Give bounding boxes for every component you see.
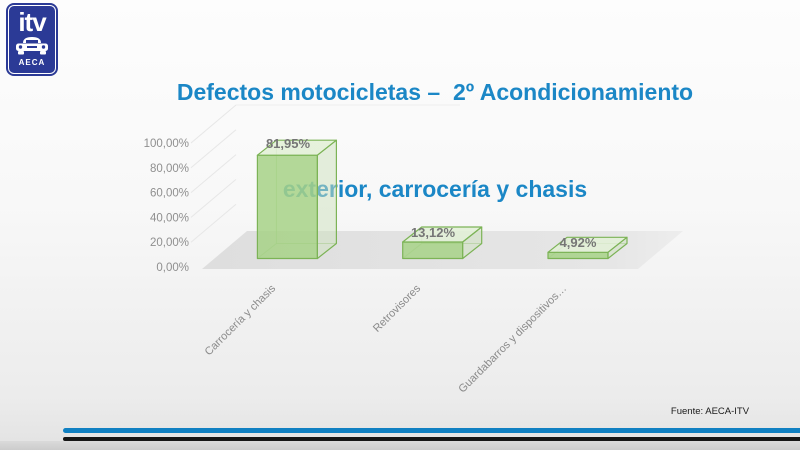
source-note: Fuente: AECA-ITV (670, 406, 750, 417)
logo-frame: itv AECA (8, 5, 56, 74)
bar-front-face (256, 154, 318, 260)
page-title: Defectos motocicletas – 2º Acondicionami… (90, 12, 780, 270)
category-label-carroceria: Carrocería y chasis (203, 282, 279, 358)
y-tick-60: 60,00% (150, 188, 189, 200)
y-tick-0: 0,00% (156, 262, 189, 274)
title-line-1: Defectos motocicletas – 2º Acondicionami… (176, 79, 694, 106)
bar-front-face (402, 241, 464, 260)
bar-side-face (607, 236, 628, 260)
bar-side-face (462, 226, 483, 260)
value-label-retrovisores: 13,12% (411, 225, 456, 240)
bar-guardabarros (547, 236, 628, 260)
car-icon (16, 37, 48, 55)
bar-carroceria-y-chasis (256, 139, 337, 260)
bar-retrovisores (402, 226, 483, 260)
y-tick-100: 100,00% (144, 138, 189, 150)
value-labels: 81,95% 13,12% 4,92% (266, 136, 597, 250)
y-tick-20: 20,00% (150, 237, 189, 249)
bar-front-face (547, 251, 609, 260)
value-label-carroceria: 81,95% (266, 136, 311, 151)
value-label-guardabarros: 4,92% (560, 235, 597, 250)
wall-gridlines (190, 104, 460, 243)
accent-stripe-black (63, 437, 800, 441)
logo-brand-text: itv (18, 7, 46, 37)
bottom-band (0, 441, 800, 450)
logo-org-text: AECA (18, 58, 46, 67)
accent-stripe-blue (63, 428, 800, 433)
x-axis: Carrocería y chasis Retrovisores Guardab… (203, 282, 569, 395)
itv-aeca-logo: itv AECA (6, 3, 58, 76)
category-label-guardabarros: Guardabarros y dispositivos… (456, 283, 569, 396)
y-tick-40: 40,00% (150, 212, 189, 224)
category-label-retrovisores: Retrovisores (371, 282, 423, 334)
y-axis: 100,00% 80,00% 60,00% 40,00% 20,00% 0,00… (144, 138, 189, 274)
bar-side-face (316, 139, 337, 260)
y-tick-80: 80,00% (150, 163, 189, 175)
